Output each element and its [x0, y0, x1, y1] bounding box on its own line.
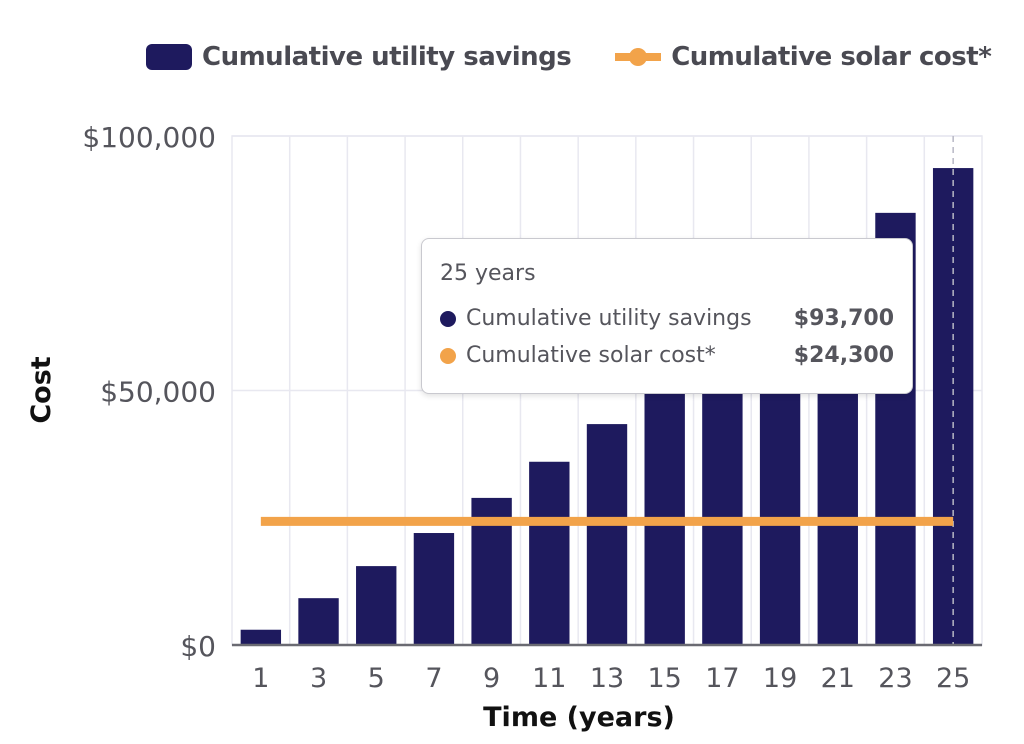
x-tick-label: 23	[878, 663, 912, 694]
tooltip-row-savings: Cumulative utility savings $93,700	[440, 300, 894, 337]
legend-label-savings: Cumulative utility savings	[202, 42, 572, 72]
y-tick-label: $100,000	[82, 121, 216, 154]
y-tick-label: $0	[180, 630, 216, 663]
legend-swatch-savings	[146, 44, 192, 70]
x-tick-label: 11	[532, 663, 566, 694]
x-tick-label: 7	[425, 663, 442, 694]
bar	[644, 385, 685, 645]
x-tick-label: 3	[310, 663, 327, 694]
tooltip-title: 25 years	[440, 261, 536, 286]
legend-label-solar: Cumulative solar cost*	[671, 42, 992, 72]
tooltip-label-solar: Cumulative solar cost*	[466, 343, 716, 368]
legend-swatch-solar	[615, 48, 662, 66]
x-tick-label: 1	[252, 663, 269, 694]
tooltip-label-savings: Cumulative utility savings	[466, 306, 752, 331]
legend: Cumulative utility savings Cumulative so…	[146, 42, 992, 72]
bar	[529, 461, 570, 645]
x-tick-label: 9	[483, 663, 500, 694]
x-tick-label: 5	[368, 663, 385, 694]
bar	[356, 566, 397, 645]
bar	[240, 629, 282, 645]
bar	[702, 344, 743, 645]
tooltip: 25 years Cumulative utility savings $93,…	[421, 238, 913, 394]
bar	[298, 598, 339, 645]
x-tick-label: 15	[648, 663, 682, 694]
tooltip-value-solar: $24,300	[793, 343, 894, 368]
tooltip-dot-savings	[440, 310, 456, 327]
bar	[413, 533, 455, 645]
y-tick-label: $50,000	[100, 376, 216, 409]
bar	[586, 424, 628, 645]
legend-item-savings[interactable]: Cumulative utility savings	[146, 42, 572, 72]
x-tick-label: 21	[821, 663, 855, 694]
x-axis-title: Time (years)	[483, 702, 675, 733]
y-axis-title: Cost	[26, 356, 57, 423]
tooltip-dot-solar	[440, 347, 456, 364]
tooltip-value-savings: $93,700	[793, 306, 894, 331]
x-tick-label: 25	[936, 663, 970, 694]
tooltip-row-solar: Cumulative solar cost* $24,300	[440, 337, 894, 374]
x-tick-label: 17	[705, 663, 739, 694]
x-tick-label: 19	[763, 663, 797, 694]
x-tick-label: 13	[590, 663, 624, 694]
legend-item-solar[interactable]: Cumulative solar cost*	[615, 42, 992, 72]
